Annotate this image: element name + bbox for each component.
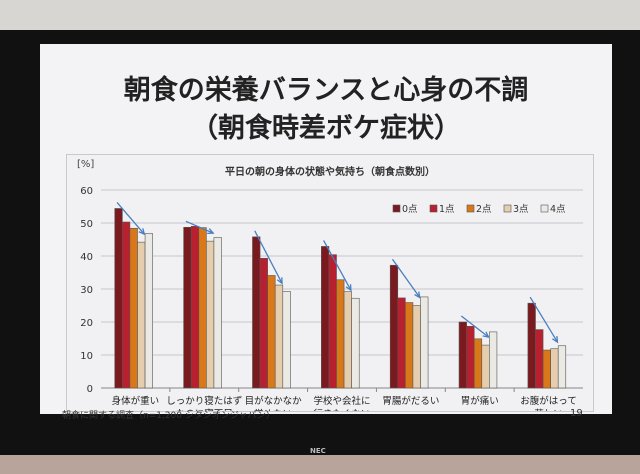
x-tick-label: しっかり寝たはず	[166, 395, 242, 407]
trend-arrow-head	[552, 336, 559, 344]
legend-label: 4点	[550, 204, 566, 215]
bar-1点	[328, 254, 337, 389]
legend-swatch-3点	[503, 204, 512, 213]
y-tick-label: 40	[80, 252, 93, 263]
slide-subtitle: （朝食時差ボケ症状）	[191, 113, 461, 144]
bar-3点	[343, 291, 352, 389]
legend-swatch-2点	[466, 204, 475, 213]
trend-arrow-head	[482, 331, 490, 339]
x-tick-label: お腹がはって	[520, 395, 577, 407]
bar-chart: 0 10 20 30 40 50 60 身体が重いしっかり寝たはずなのに寝不足 目がなかなか覚め…	[80, 186, 583, 411]
bar-3点	[412, 305, 421, 389]
bar-4点	[420, 296, 429, 389]
x-tick-label: 学校や会社に	[313, 395, 370, 407]
legend-label: 2点	[476, 204, 492, 215]
x-tick-label: 苦しい	[534, 408, 563, 411]
bar-3点	[137, 241, 146, 389]
trend-arrow	[323, 240, 352, 291]
bar-2点	[336, 279, 345, 389]
bar-4点	[213, 237, 222, 389]
bar-4点	[557, 345, 567, 389]
y-axis-unit: [%]	[77, 159, 95, 170]
background-floor	[0, 455, 640, 474]
bar-1点	[397, 297, 406, 389]
legend-swatch-1点	[429, 204, 438, 213]
legend-swatch-0点	[392, 204, 401, 213]
trend-arrow-head	[345, 284, 352, 292]
monitor-brand-logo: NEC	[310, 447, 326, 455]
bar-4点	[351, 297, 360, 389]
y-tick-label: 0	[87, 384, 93, 395]
bar-0点	[458, 321, 467, 389]
x-tick-label: 身体が重い	[112, 395, 160, 407]
bar-4点	[489, 331, 498, 389]
bar-3点	[481, 344, 490, 389]
bar-2点	[129, 227, 138, 389]
y-tick-label: 30	[80, 285, 93, 296]
bar-1点	[122, 221, 131, 389]
y-tick-label: 50	[80, 219, 93, 230]
bar-1点	[190, 226, 200, 389]
trend-arrow-head	[276, 277, 283, 285]
x-tick-label: 胃腸がだるい	[382, 395, 439, 407]
bar-4点	[282, 291, 291, 389]
x-tick-label: なのに寝不足	[176, 408, 234, 411]
bar-3点	[274, 284, 284, 389]
legend-label: 3点	[513, 204, 529, 215]
trend-arrow	[116, 202, 145, 235]
trend-arrow-head	[138, 228, 146, 236]
chart-title: 平日の朝の身体の状態や気持ち（朝食点数別）	[225, 167, 435, 178]
bar-0点	[527, 302, 536, 389]
source-note: 朝食に関する調査（n=1,200 シタシオンジャパン）	[62, 411, 275, 421]
y-tick-label: 10	[80, 351, 93, 362]
bar-3点	[206, 240, 215, 389]
bar-1点	[259, 258, 268, 389]
trend-arrow-head	[207, 228, 215, 235]
bar-2点	[198, 227, 207, 389]
trend-arrow	[460, 315, 489, 338]
bar-0点	[183, 226, 192, 389]
x-tick-label: 行きたくない	[313, 408, 370, 411]
y-tick-label: 60	[80, 186, 93, 197]
page-number: 19	[570, 408, 583, 419]
x-tick-label: 目がなかなか	[245, 395, 303, 407]
legend-label: 1点	[439, 204, 455, 215]
trend-arrow-head	[414, 291, 421, 299]
bar-1点	[466, 325, 475, 389]
bar-0点	[389, 264, 399, 389]
bar-2点	[473, 338, 483, 389]
bar-3点	[550, 348, 559, 389]
bar-2点	[267, 275, 276, 389]
slide-title: 朝食の栄養バランスと心身の不調	[123, 75, 529, 106]
trend-arrow	[185, 220, 214, 234]
trend-arrow	[254, 230, 283, 284]
bar-0点	[321, 246, 330, 389]
bar-0点	[252, 236, 261, 389]
x-tick-label: 覚めない	[254, 408, 292, 411]
bar-1点	[535, 329, 544, 389]
trend-arrow	[391, 258, 421, 298]
trend-arrow	[529, 296, 559, 343]
legend-swatch-4点	[540, 204, 549, 213]
bar-4点	[144, 233, 153, 389]
y-tick-label: 20	[80, 318, 93, 329]
bar-2点	[542, 349, 551, 389]
legend-label: 0点	[402, 204, 418, 215]
bar-0点	[114, 208, 123, 389]
bar-2点	[405, 302, 414, 389]
chart-frame: [%] 平日の朝の身体の状態や気持ち（朝食点数別） 0 10 20 30 40 50 60 身…	[66, 154, 594, 412]
presentation-slide: 朝食の栄養バランスと心身の不調 （朝食時差ボケ症状） [%] 平日の朝の身体の状…	[40, 44, 612, 421]
x-tick-label: 胃が痛い	[461, 395, 499, 407]
